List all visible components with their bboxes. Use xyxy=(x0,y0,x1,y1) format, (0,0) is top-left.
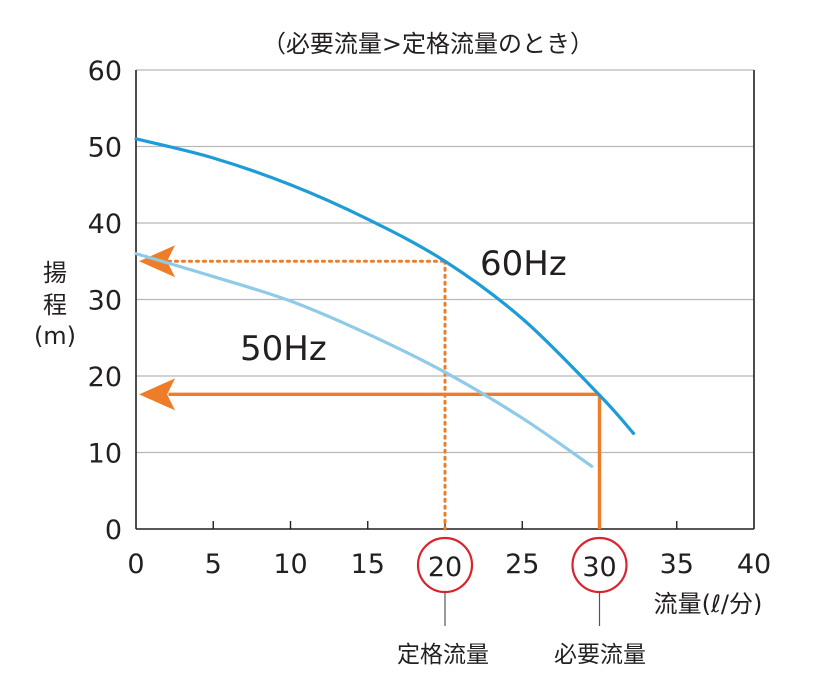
ticks-layer: 0 10 20 30 40 50 60 0 5 10 15 25 35 40 20 30 xyxy=(88,56,771,626)
x-tick-label-15: 15 xyxy=(351,549,385,580)
x-tick-label-30: 30 xyxy=(582,552,616,583)
series-line-60hz xyxy=(134,137,636,435)
series-label-50hz: 50Hz xyxy=(240,329,327,369)
y-tick-label-50: 50 xyxy=(88,133,122,164)
series-line-50hz xyxy=(134,252,594,468)
y-axis-title-unit: (m) xyxy=(34,322,76,350)
guides-layer xyxy=(139,245,602,531)
y-tick-label-40: 40 xyxy=(88,209,122,240)
y-axis-title-char-2: 程 xyxy=(43,291,67,319)
chart-title: （必要流量>定格流量のとき） xyxy=(262,30,594,58)
x-tick-label-10: 10 xyxy=(273,549,307,580)
x-tick-label-0: 0 xyxy=(127,549,144,580)
required-flow-label: 必要流量 xyxy=(554,642,646,668)
x-tick-label-35: 35 xyxy=(660,549,694,580)
y-tick-label-30: 30 xyxy=(88,286,122,317)
y-tick-label-0: 0 xyxy=(105,515,122,546)
rated-flow-label: 定格流量 xyxy=(397,642,489,668)
x-axis-title: 流量(ℓ/分) xyxy=(654,590,763,618)
series-label-60hz: 60Hz xyxy=(480,244,567,284)
x-tick-label-25: 25 xyxy=(505,549,539,580)
series-layer xyxy=(134,137,636,468)
required-arrow-head xyxy=(139,378,176,411)
x-tick-label-20: 20 xyxy=(428,552,462,583)
x-tick-label-40: 40 xyxy=(737,549,771,580)
y-tick-label-60: 60 xyxy=(88,56,122,87)
y-axis-title-char-1: 揚 xyxy=(43,259,67,287)
x-tick-label-5: 5 xyxy=(205,549,222,580)
y-tick-label-10: 10 xyxy=(88,439,122,470)
y-tick-label-20: 20 xyxy=(88,362,122,393)
